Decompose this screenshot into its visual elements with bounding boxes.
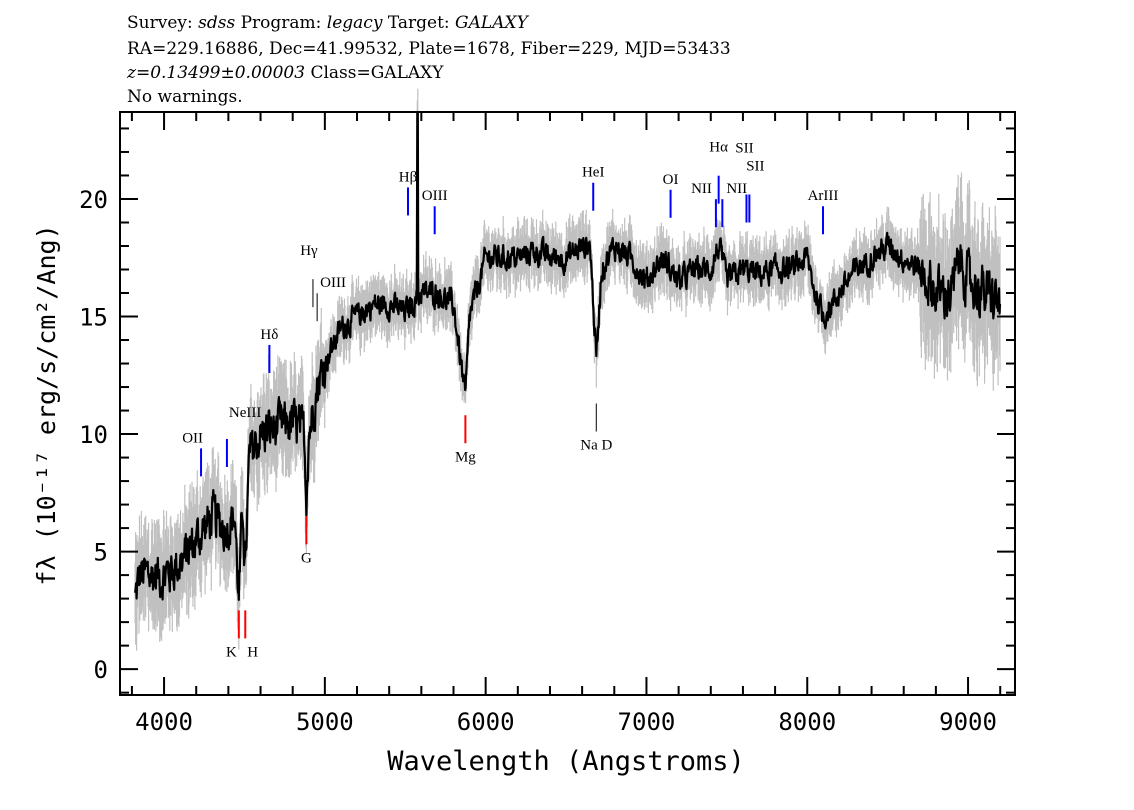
line-label-6: Hγ xyxy=(300,243,318,259)
x-tick-label: 5000 xyxy=(296,708,354,736)
line-label-7: OIII xyxy=(320,275,346,291)
y-axis-label: fλ (10⁻¹⁷ erg/s/cm²/Ang) xyxy=(32,224,61,585)
line-label-15: Hα xyxy=(709,140,728,156)
x-tick-label: 7000 xyxy=(618,708,676,736)
x-tick-label: 9000 xyxy=(939,708,997,736)
y-tick-label: 15 xyxy=(79,304,108,332)
flux-series xyxy=(134,110,1002,601)
line-label-1: NeIII xyxy=(229,405,261,421)
axis-ticks: 4000 5000 6000 7000 8000 9000 0 5 10 15 20 xyxy=(79,112,1015,736)
x-tick-label: 4000 xyxy=(135,708,193,736)
line-label-19: ArIII xyxy=(808,188,839,204)
x-tick-label: 6000 xyxy=(457,708,515,736)
program-label: Program: xyxy=(240,13,322,33)
line-label-3: H xyxy=(247,644,258,660)
header-line-2: RA=229.16886, Dec=41.99532, Plate=1678, … xyxy=(127,39,731,59)
line-label-16: NII xyxy=(726,181,747,197)
error-band-path xyxy=(134,88,1001,651)
survey-value: sdss xyxy=(198,13,236,33)
line-label-5: G xyxy=(301,550,312,566)
line-label-4: Hδ xyxy=(260,327,278,343)
redshift-value: z=0.13499±0.00003 xyxy=(127,63,306,83)
y-tick-label: 10 xyxy=(79,421,108,449)
x-axis-label: Wavelength (Angstroms) xyxy=(387,746,745,777)
program-value: legacy xyxy=(326,13,383,33)
line-label-11: HeI xyxy=(582,165,605,181)
header-line-4: No warnings. xyxy=(127,87,243,107)
y-tick-label: 5 xyxy=(94,539,108,567)
line-label-9: OIII xyxy=(422,188,448,204)
line-label-10: Mg xyxy=(455,449,476,465)
line-label-18: SII xyxy=(746,158,764,174)
x-tick-label: 8000 xyxy=(778,708,836,736)
header-line-3: z=0.13499±0.00003 Class=GALAXY xyxy=(127,62,443,84)
line-label-14: NII xyxy=(691,181,712,197)
flux-line xyxy=(134,110,1002,601)
line-label-12: Na D xyxy=(580,438,612,454)
survey-label: Survey: xyxy=(127,13,193,33)
line-label-0: OII xyxy=(182,430,203,446)
y-tick-label: 20 xyxy=(79,186,108,214)
plot-frame xyxy=(119,111,1016,696)
target-label: Target: xyxy=(387,13,450,33)
line-label-8: Hβ xyxy=(399,169,417,185)
line-label-17: SII xyxy=(735,140,753,156)
header-line-1: Survey: sdss Program: legacy Target: GAL… xyxy=(127,12,528,34)
class-value: Class=GALAXY xyxy=(310,63,444,83)
y-tick-label: 0 xyxy=(94,656,108,684)
line-label-2: K xyxy=(226,644,237,660)
line-label-13: OI xyxy=(663,172,679,188)
target-value: GALAXY xyxy=(455,13,528,33)
error-band xyxy=(134,88,1001,651)
